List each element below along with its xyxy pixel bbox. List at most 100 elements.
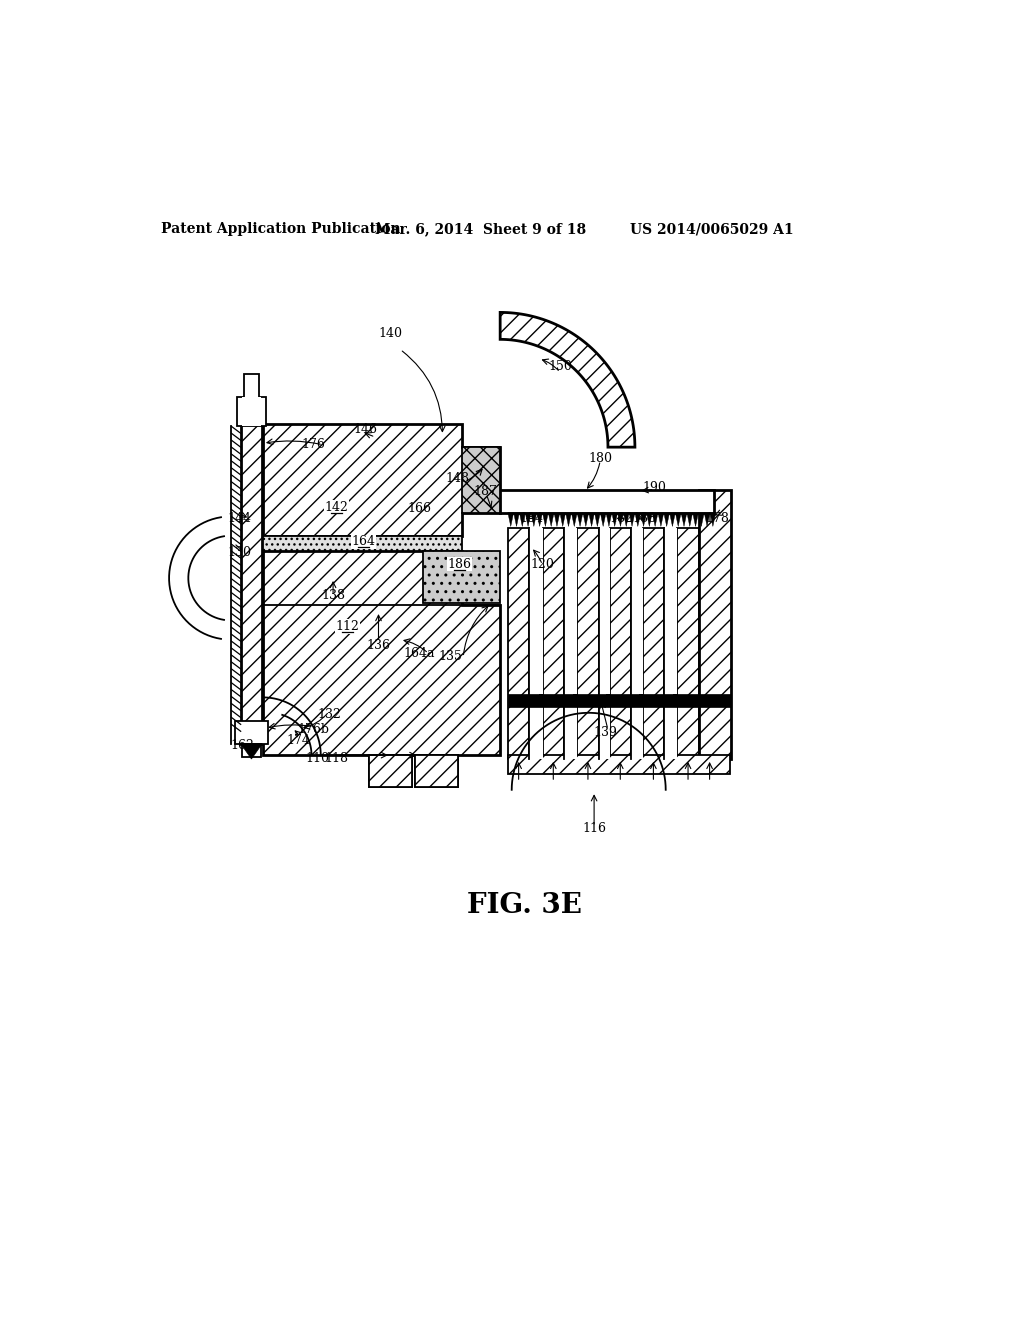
Text: 118: 118	[325, 751, 349, 764]
Bar	[370, 755, 412, 788]
Bar	[244, 374, 259, 399]
Text: 148: 148	[445, 473, 469, 486]
Bar	[241, 424, 262, 743]
Text: US 2014/0065029 A1: US 2014/0065029 A1	[630, 222, 794, 236]
Bar	[237, 397, 266, 426]
Bar	[243, 743, 261, 758]
Bar	[543, 528, 564, 759]
Bar	[631, 528, 643, 759]
Polygon shape	[687, 512, 692, 527]
Text: 138: 138	[322, 589, 345, 602]
Bar	[599, 528, 609, 759]
Polygon shape	[462, 447, 500, 512]
Text: 164: 164	[352, 536, 376, 548]
Text: 164a: 164a	[403, 647, 435, 660]
Bar	[698, 490, 731, 759]
Text: 132: 132	[317, 708, 341, 721]
Text: 136: 136	[367, 639, 390, 652]
Bar	[643, 528, 665, 759]
Bar	[639, 693, 643, 708]
Polygon shape	[710, 512, 716, 527]
Bar	[674, 693, 677, 708]
Text: 120: 120	[530, 558, 554, 572]
Text: 180: 180	[588, 453, 612, 465]
Polygon shape	[624, 512, 629, 527]
Polygon shape	[641, 512, 646, 527]
Polygon shape	[589, 512, 595, 527]
Polygon shape	[423, 552, 500, 603]
Bar	[234, 721, 268, 743]
Polygon shape	[681, 512, 687, 527]
Text: 142: 142	[325, 500, 348, 513]
Polygon shape	[698, 512, 705, 527]
Polygon shape	[652, 512, 658, 527]
Polygon shape	[583, 512, 589, 527]
Text: 110: 110	[306, 751, 330, 764]
Polygon shape	[519, 512, 525, 527]
Polygon shape	[560, 512, 565, 527]
Bar	[243, 397, 261, 426]
Bar	[508, 755, 730, 775]
Bar	[573, 693, 578, 708]
Polygon shape	[635, 512, 641, 527]
Text: 176b: 176b	[298, 723, 330, 737]
Text: 187: 187	[473, 484, 498, 498]
Polygon shape	[514, 512, 519, 527]
Bar	[370, 755, 412, 788]
Text: 139: 139	[594, 726, 617, 739]
Polygon shape	[263, 552, 500, 755]
Bar	[500, 490, 714, 512]
Polygon shape	[543, 512, 548, 527]
Polygon shape	[676, 512, 681, 527]
Text: 112: 112	[336, 620, 359, 634]
Polygon shape	[263, 536, 462, 552]
Bar	[508, 693, 698, 708]
Polygon shape	[578, 512, 583, 527]
Polygon shape	[670, 512, 676, 527]
Bar	[539, 693, 543, 708]
Text: 130: 130	[228, 546, 252, 560]
Polygon shape	[600, 512, 606, 527]
Text: 146: 146	[353, 422, 378, 436]
Text: Mar. 6, 2014  Sheet 9 of 18: Mar. 6, 2014 Sheet 9 of 18	[376, 222, 587, 236]
Polygon shape	[525, 512, 531, 527]
Text: 188: 188	[633, 512, 657, 525]
Text: 186: 186	[447, 557, 471, 570]
Polygon shape	[537, 512, 543, 527]
Text: FIG. 3E: FIG. 3E	[467, 892, 583, 919]
Polygon shape	[500, 313, 635, 447]
Text: 116: 116	[582, 822, 606, 834]
Bar	[416, 755, 458, 788]
Polygon shape	[692, 512, 698, 527]
Text: 144: 144	[228, 512, 252, 525]
Polygon shape	[646, 512, 652, 527]
Text: 178: 178	[706, 512, 729, 525]
Polygon shape	[658, 512, 664, 527]
Polygon shape	[617, 512, 624, 527]
Text: 184: 184	[519, 512, 543, 525]
Bar	[564, 528, 578, 759]
Polygon shape	[554, 512, 560, 527]
Text: 140: 140	[379, 327, 402, 341]
Text: 162: 162	[230, 739, 254, 751]
Bar	[665, 528, 677, 759]
Polygon shape	[241, 743, 262, 759]
Text: 135: 135	[438, 649, 462, 663]
Polygon shape	[263, 424, 500, 536]
Text: 150: 150	[548, 360, 572, 372]
Bar	[698, 693, 731, 708]
Polygon shape	[548, 512, 554, 527]
Text: 182: 182	[610, 512, 634, 525]
Polygon shape	[595, 512, 600, 527]
Polygon shape	[664, 512, 670, 527]
Bar	[529, 528, 543, 759]
Polygon shape	[571, 512, 578, 527]
Polygon shape	[508, 512, 514, 527]
Bar	[416, 755, 458, 788]
Bar	[578, 528, 599, 759]
Bar	[609, 528, 631, 759]
Text: 166: 166	[408, 502, 431, 515]
Polygon shape	[565, 512, 571, 527]
Bar	[677, 528, 698, 759]
Polygon shape	[531, 512, 537, 527]
